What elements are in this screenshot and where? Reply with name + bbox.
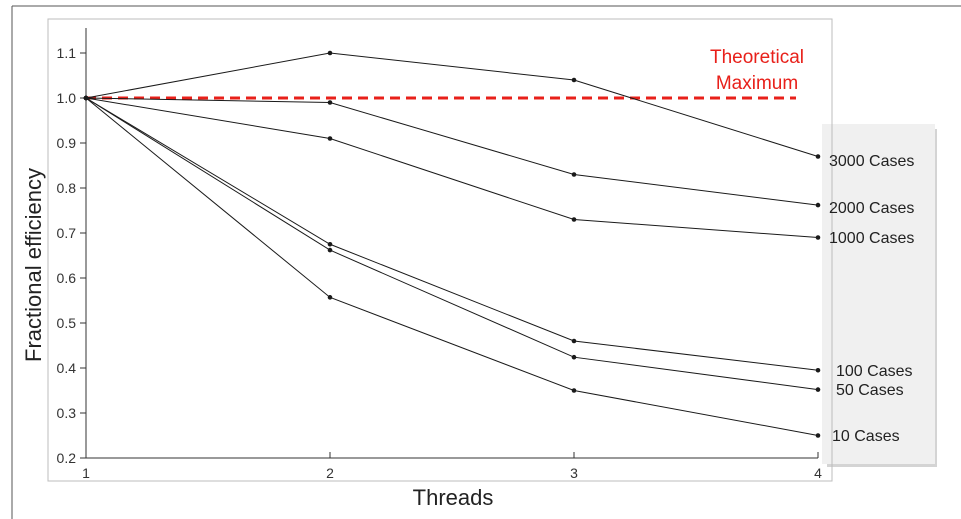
data-point-50-cases [571, 354, 577, 360]
data-point-100-cases [815, 367, 821, 373]
y-tick-label: 0.9 [57, 135, 77, 151]
series-label-10-cases: 10 Cases [832, 428, 900, 445]
series-line-10-cases [85, 97, 819, 436]
x-axis-title: Threads [413, 485, 494, 510]
y-axis-title: Fractional efficiency [21, 168, 46, 362]
x-tick-label: 3 [570, 465, 578, 481]
data-point-2000-cases [327, 100, 333, 105]
data-point-1000-cases [571, 217, 577, 222]
x-tick-label: 4 [814, 465, 822, 481]
y-tick-label: 0.4 [57, 360, 77, 376]
series-layer [83, 50, 821, 438]
data-point-10-cases [571, 388, 577, 393]
series-label-2000-cases: 2000 Cases [829, 200, 914, 217]
y-tick-label: 0.2 [57, 450, 77, 466]
x-axis-ticks: 1 2 3 4 [82, 452, 822, 481]
data-point-2000-cases [815, 202, 821, 208]
series-labels: 3000 Cases 2000 Cases 1000 Cases 100 Cases 5… [829, 153, 914, 445]
data-point-2000-cases [571, 172, 577, 177]
data-point-10-cases [815, 433, 821, 438]
x-tick-label: 1 [82, 465, 90, 481]
data-point-10-cases [83, 95, 89, 101]
theoretical-maximum-label-line2: Maximum [716, 73, 798, 94]
series-line-50-cases [85, 97, 819, 391]
y-tick-label: 1.1 [57, 45, 77, 61]
theoretical-maximum-label-line1: Theoretical [710, 47, 804, 68]
data-point-3000-cases [327, 50, 333, 56]
legend-panel [822, 124, 935, 464]
data-point-3000-cases [815, 154, 821, 159]
x-tick-label: 2 [326, 465, 334, 481]
data-point-100-cases [327, 241, 333, 247]
y-axis-ticks: 0.2 0.3 0.4 0.5 0.6 0.7 0.8 0.9 1.0 1.1 [57, 45, 86, 466]
y-tick-label: 0.3 [57, 405, 77, 421]
series-line-3000-cases [85, 52, 819, 157]
data-point-50-cases [327, 247, 333, 253]
series-label-100-cases: 100 Cases [836, 363, 913, 380]
series-label-50-cases: 50 Cases [836, 382, 904, 399]
y-tick-label: 0.6 [57, 270, 77, 286]
y-tick-label: 0.8 [57, 180, 77, 196]
data-point-1000-cases [327, 136, 333, 141]
data-point-10-cases [327, 295, 333, 300]
series-line-100-cases [85, 97, 819, 371]
y-tick-label: 0.7 [57, 225, 77, 241]
plot-area-border [47, 18, 833, 482]
data-point-100-cases [571, 338, 577, 344]
series-label-3000-cases: 3000 Cases [829, 153, 914, 170]
series-line-2000-cases [85, 97, 819, 206]
data-point-50-cases [815, 387, 821, 392]
y-tick-label: 0.5 [57, 315, 77, 331]
y-tick-label: 1.0 [57, 90, 77, 106]
data-point-3000-cases [571, 77, 577, 83]
series-line-1000-cases [85, 97, 819, 238]
series-label-1000-cases: 1000 Cases [829, 230, 914, 247]
data-point-1000-cases [815, 235, 821, 240]
